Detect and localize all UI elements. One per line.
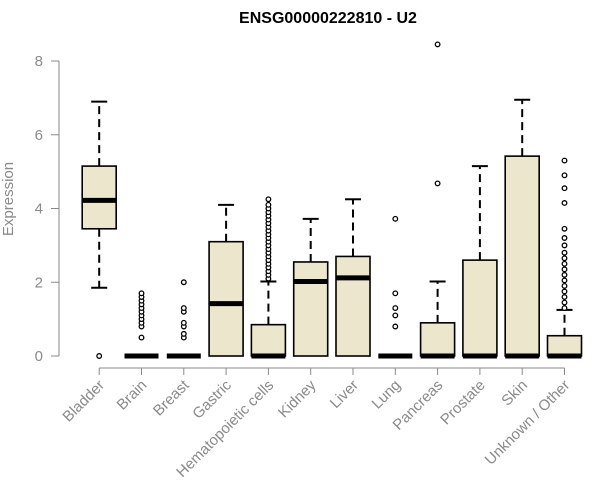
y-tick-label: 4 [35, 201, 43, 218]
outlier-point [392, 290, 399, 297]
box-iqr [546, 334, 583, 357]
x-tick-label: Liver [327, 377, 362, 412]
outlier-point [561, 299, 568, 306]
outlier-point [561, 305, 568, 312]
outlier-point [561, 242, 568, 249]
outlier-point [561, 277, 568, 284]
y-tick-label: 0 [35, 348, 43, 365]
outlier-point [561, 266, 568, 273]
outlier-point [138, 290, 145, 297]
outlier-point [180, 305, 187, 312]
outlier-point [561, 200, 568, 206]
outlier-point [561, 260, 568, 267]
outlier-point [180, 279, 187, 286]
x-tick-label: Bladder [59, 377, 108, 426]
x-tick-label: Breast [150, 376, 193, 419]
box-pancreas [419, 41, 456, 359]
outlier-point [392, 215, 399, 222]
outlier-point [561, 249, 568, 256]
box-iqr [292, 261, 329, 357]
outlier-point [392, 305, 399, 312]
box-iqr [208, 240, 244, 357]
outlier-point [561, 271, 568, 278]
x-tick-label: Brain [114, 377, 151, 414]
box-liver [335, 198, 371, 357]
box-iqr [250, 323, 287, 357]
outlier-point [138, 334, 145, 341]
outlier-point [561, 288, 568, 295]
box-unknown-other [546, 157, 583, 359]
outlier-point [561, 282, 568, 289]
box-iqr [504, 155, 541, 357]
y-tick-label: 8 [35, 53, 43, 70]
chart-title: ENSG00000222810 - U2 [239, 10, 417, 27]
y-tick-label: 6 [35, 127, 43, 144]
boxes [81, 41, 583, 359]
outlier-point [561, 255, 568, 262]
box-gastric [208, 203, 244, 357]
outlier-point [561, 172, 568, 179]
outlier-point [561, 294, 568, 300]
box-kidney [292, 217, 329, 357]
outlier-point [392, 323, 399, 330]
outlier-point [180, 330, 187, 337]
box-bladder [81, 100, 117, 359]
outlier-point [265, 201, 272, 208]
outlier-point [265, 196, 272, 203]
y-axis-label: Expression [0, 162, 17, 236]
y-axis: 0 2 4 6 8 [35, 53, 60, 365]
outlier-point [434, 41, 441, 48]
outlier-point [434, 180, 441, 187]
box-iqr [419, 322, 456, 357]
x-tick-label: Lung [369, 377, 405, 413]
y-tick-label: 2 [35, 274, 43, 291]
box-hematopoietic-cells [250, 196, 287, 359]
box-iqr [462, 259, 498, 357]
box-lung [378, 215, 413, 359]
outlier-point [180, 319, 187, 326]
box-prostate [462, 165, 498, 359]
outlier-point [561, 157, 568, 164]
box-iqr [81, 165, 117, 230]
outlier-point [96, 353, 103, 359]
outlier-point [561, 235, 568, 241]
box-skin [504, 98, 541, 359]
outlier-point [561, 225, 568, 232]
box-brain [124, 290, 159, 359]
x-tick-label: Prostate [437, 377, 489, 429]
outlier-point [561, 185, 568, 192]
box-breast [166, 279, 201, 359]
x-tick-label: Skin [498, 377, 531, 410]
x-tick-label: Kidney [275, 376, 320, 421]
box-iqr [335, 255, 371, 357]
outlier-point [392, 312, 399, 319]
